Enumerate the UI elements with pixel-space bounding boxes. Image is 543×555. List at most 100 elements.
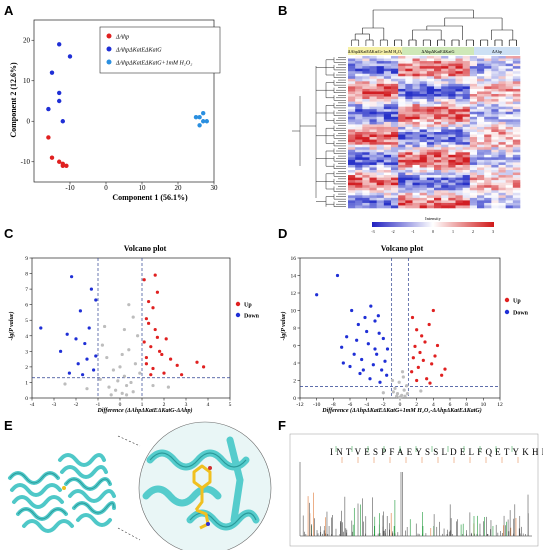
heatmap-cell — [512, 104, 521, 107]
heatmap-cell — [383, 61, 392, 64]
heatmap-cell — [412, 139, 420, 143]
heatmap-cell — [376, 81, 385, 85]
heatmap-cell — [398, 88, 406, 92]
heatmap-cell — [469, 192, 478, 196]
x-tick-label: 4 — [207, 402, 210, 408]
heatmap-cell — [441, 114, 449, 118]
heatmap-cell — [434, 177, 442, 181]
heatmap-cell — [355, 86, 363, 90]
heatmap-cell — [441, 56, 449, 59]
x-tick-label: 2 — [163, 402, 166, 408]
heatmap-cell — [419, 142, 428, 145]
heatmap-cell — [405, 71, 413, 75]
heatmap-cell — [455, 134, 463, 138]
heatmap-cell — [412, 114, 420, 118]
heatmap-cell — [448, 91, 456, 95]
heatmap-cell — [469, 202, 478, 206]
heatmap-cell — [369, 134, 377, 138]
heatmap-cell — [405, 104, 413, 107]
heatmap-cell — [419, 94, 428, 97]
heatmap-cell — [455, 182, 463, 186]
heatmap-cell — [398, 144, 406, 148]
heatmap-cell — [462, 121, 471, 125]
point-down — [361, 368, 365, 372]
heatmap-cell — [348, 114, 356, 118]
heatmap-cell — [376, 170, 385, 173]
heatmap-cell — [369, 104, 377, 107]
heatmap-cell — [376, 126, 385, 130]
heatmap-cell — [441, 66, 449, 69]
heatmap-cell — [469, 190, 478, 194]
heatmap-cell — [391, 111, 399, 115]
heatmap-cell — [412, 94, 420, 97]
heatmap-cell — [405, 129, 413, 133]
heatmap-cell — [383, 202, 392, 206]
heatmap-cell — [455, 200, 463, 204]
heatmap-cell — [362, 104, 370, 107]
heatmap-cell — [426, 134, 435, 138]
heatmap-cell — [469, 154, 478, 158]
heatmap-cell — [455, 119, 463, 123]
heatmap-cell — [505, 101, 514, 105]
heatmap-cell — [462, 190, 471, 194]
heatmap-cell — [448, 106, 456, 110]
heatmap-cell — [426, 185, 435, 189]
heatmap-cell — [498, 157, 506, 161]
heatmap-cell — [362, 192, 370, 196]
heatmap-cell — [398, 137, 406, 140]
heatmap-cell — [419, 116, 428, 120]
point-down — [373, 319, 377, 323]
heatmap-cell — [462, 101, 471, 105]
heatmap-cell — [498, 200, 506, 204]
heatmap-cell — [441, 137, 449, 140]
point-down — [39, 326, 43, 330]
heatmap-cell — [383, 170, 392, 173]
heatmap-cell — [376, 144, 385, 148]
heatmap-cell — [348, 170, 356, 173]
heatmap-cell — [477, 185, 485, 189]
heatmap-cell — [469, 83, 478, 87]
point--ahp — [60, 161, 65, 166]
heatmap-cell — [412, 81, 420, 85]
heatmap-cell — [505, 157, 514, 161]
heatmap-cell — [376, 111, 385, 115]
heatmap-cell — [398, 56, 406, 59]
heatmap-cell — [391, 200, 399, 204]
heatmap-cell — [355, 119, 363, 123]
point--ahp-kate-katg-1mm-h-o- — [197, 115, 202, 120]
point-up — [151, 306, 155, 310]
point-down — [371, 363, 375, 367]
heatmap-cell — [398, 78, 406, 82]
heatmap-cell — [383, 66, 392, 69]
heatmap-cell — [362, 96, 370, 100]
heatmap-cell — [376, 66, 385, 69]
heatmap-cell — [391, 73, 399, 77]
heatmap-cell — [462, 78, 471, 82]
heatmap-cell — [355, 205, 363, 209]
heatmap-cell — [448, 134, 456, 138]
heatmap-cell — [441, 124, 449, 128]
point-up — [411, 356, 415, 360]
heatmap-cell — [355, 61, 363, 64]
heatmap-cell — [405, 116, 413, 120]
pca-xlabel: Component 1 (56.1%) — [112, 193, 188, 202]
heatmap-cell — [462, 142, 471, 145]
heatmap-cell — [362, 111, 370, 115]
y-tick-label: 10 — [23, 77, 31, 85]
heatmap-cell — [383, 159, 392, 163]
heatmap-cell — [383, 144, 392, 148]
y-tick-label: 0 — [25, 396, 28, 402]
heatmap-cell — [434, 134, 442, 138]
heatmap-cell — [369, 190, 377, 194]
point-ns — [398, 395, 402, 399]
heatmap-cell — [376, 164, 385, 168]
heatmap-cell — [462, 99, 471, 102]
heatmap-cell — [348, 121, 356, 125]
heatmap-cell — [505, 111, 514, 115]
point-up — [202, 365, 206, 369]
heatmap-cell — [477, 147, 485, 151]
heatmap-cell — [491, 149, 499, 153]
point-ns — [391, 390, 395, 394]
heatmap-cell — [512, 177, 521, 181]
